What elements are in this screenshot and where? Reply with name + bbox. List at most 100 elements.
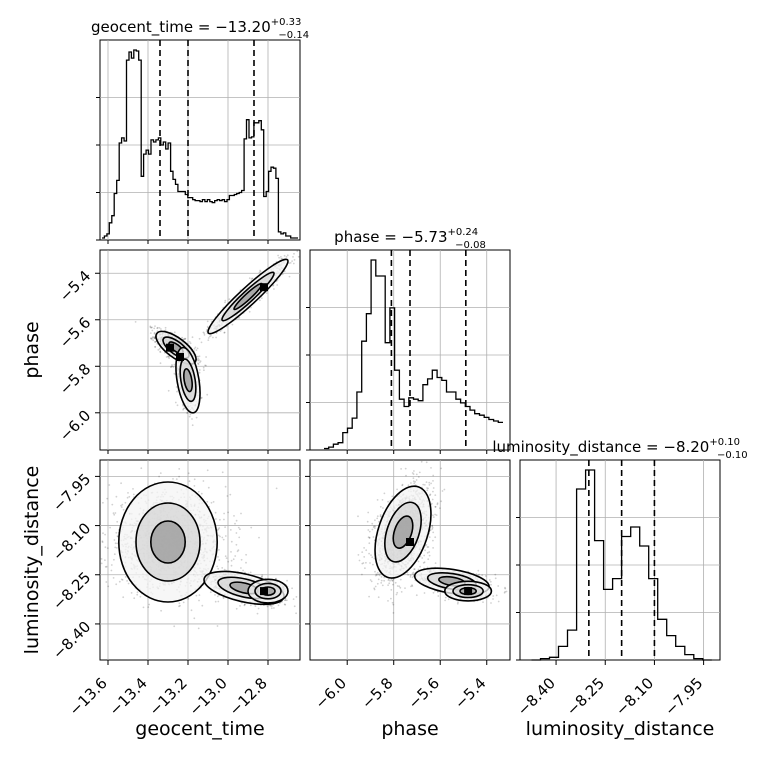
contour-level xyxy=(183,368,193,393)
scatter-point xyxy=(121,503,124,506)
scatter-point xyxy=(259,270,262,273)
scatter-point xyxy=(102,532,104,535)
scatter-point xyxy=(212,501,215,503)
scatter-point xyxy=(250,526,253,529)
scatter-point xyxy=(175,478,178,480)
scatter-point xyxy=(198,369,201,371)
scatter-point xyxy=(202,366,205,369)
scatter-point xyxy=(181,336,184,339)
scatter-point xyxy=(189,342,192,345)
scatter-point xyxy=(217,534,220,537)
scatter-point xyxy=(166,355,169,358)
scatter-point xyxy=(380,579,383,582)
scatter-point xyxy=(172,478,174,480)
scatter-point xyxy=(203,334,206,336)
scatter-point xyxy=(278,256,280,259)
scatter-point xyxy=(365,549,368,552)
scatter-point xyxy=(238,316,241,319)
scatter-point xyxy=(271,605,273,607)
scatter-point xyxy=(233,515,235,517)
scatter-point xyxy=(222,597,225,600)
scatter-point xyxy=(222,538,225,541)
scatter-point xyxy=(197,363,200,366)
scatter-point xyxy=(197,490,200,493)
scatter-point xyxy=(396,488,398,491)
scatter-point xyxy=(136,591,139,594)
scatter-point xyxy=(387,500,389,503)
scatter-point xyxy=(126,580,128,582)
scatter-point xyxy=(221,471,224,474)
scatter-point xyxy=(171,364,173,366)
scatter-point xyxy=(361,562,364,565)
scatter-point xyxy=(235,519,238,522)
scatter-point xyxy=(235,532,238,534)
scatter-point xyxy=(172,366,175,368)
scatter-point xyxy=(269,604,272,607)
scatter-point xyxy=(142,606,145,609)
scatter-point xyxy=(283,603,286,606)
title-luminosity-distance: luminosity_distance = −8.20+0.10 −0.10 xyxy=(492,437,747,461)
scatter-point xyxy=(159,362,162,365)
scatter-point xyxy=(193,478,196,481)
scatter-point xyxy=(388,582,391,585)
hist-panel-luminosity_distance xyxy=(516,460,720,661)
panel-distance-vs-phase xyxy=(309,459,511,661)
scatter-point xyxy=(275,487,278,490)
scatter-point xyxy=(118,580,121,583)
ylabel-luminosity-distance: luminosity_distance xyxy=(21,466,43,655)
scatter-point xyxy=(358,559,361,562)
scatter-point xyxy=(293,605,296,608)
scatter-point xyxy=(158,475,161,478)
ylabel-phase: phase xyxy=(21,321,43,378)
scatter-point xyxy=(425,461,428,464)
scatter-point xyxy=(112,512,115,515)
scatter-point xyxy=(133,597,136,600)
scatter-point xyxy=(371,528,374,531)
scatter-point xyxy=(111,503,114,506)
density-peak xyxy=(260,587,268,596)
scatter-point xyxy=(234,555,237,557)
scatter-point xyxy=(291,587,293,590)
scatter-point xyxy=(205,364,207,367)
panel-distance-vs-geocent-time xyxy=(99,459,301,661)
scatter-point xyxy=(217,567,220,570)
scatter-point xyxy=(234,522,236,525)
scatter-point xyxy=(116,535,119,537)
histogram-steps xyxy=(531,469,712,661)
scatter-point xyxy=(286,599,288,602)
scatter-point xyxy=(106,547,109,549)
scatter-point xyxy=(224,485,227,488)
scatter-point xyxy=(176,404,179,407)
scatter-point xyxy=(168,357,171,359)
scatter-point xyxy=(288,275,291,278)
scatter-point xyxy=(223,518,225,521)
scatter-point xyxy=(367,511,370,514)
scatter-point xyxy=(285,256,288,258)
scatter-point xyxy=(189,413,192,416)
scatter-point xyxy=(151,329,154,332)
scatter-point xyxy=(191,424,194,427)
scatter-point xyxy=(203,369,205,372)
scatter-point xyxy=(413,470,415,472)
scatter-point xyxy=(254,605,257,607)
scatter-point xyxy=(412,480,415,483)
scatter-point xyxy=(193,347,196,350)
scatter-point xyxy=(266,605,269,608)
scatter-point xyxy=(276,284,279,286)
scatter-point xyxy=(229,529,232,531)
scatter-point xyxy=(178,475,181,478)
scatter-point xyxy=(198,371,201,374)
scatter-point xyxy=(190,609,193,612)
scatter-point xyxy=(235,543,238,546)
scatter-point xyxy=(292,262,295,265)
scatter-point xyxy=(149,326,152,329)
scatter-point xyxy=(400,591,403,593)
scatter-point xyxy=(171,365,174,368)
scatter-point xyxy=(176,390,178,393)
scatter-point xyxy=(295,612,297,615)
scatter-point xyxy=(216,565,219,568)
scatter-point xyxy=(292,256,294,258)
scatter-point xyxy=(431,528,434,530)
scatter-point xyxy=(132,493,135,496)
scatter-point xyxy=(178,468,181,470)
